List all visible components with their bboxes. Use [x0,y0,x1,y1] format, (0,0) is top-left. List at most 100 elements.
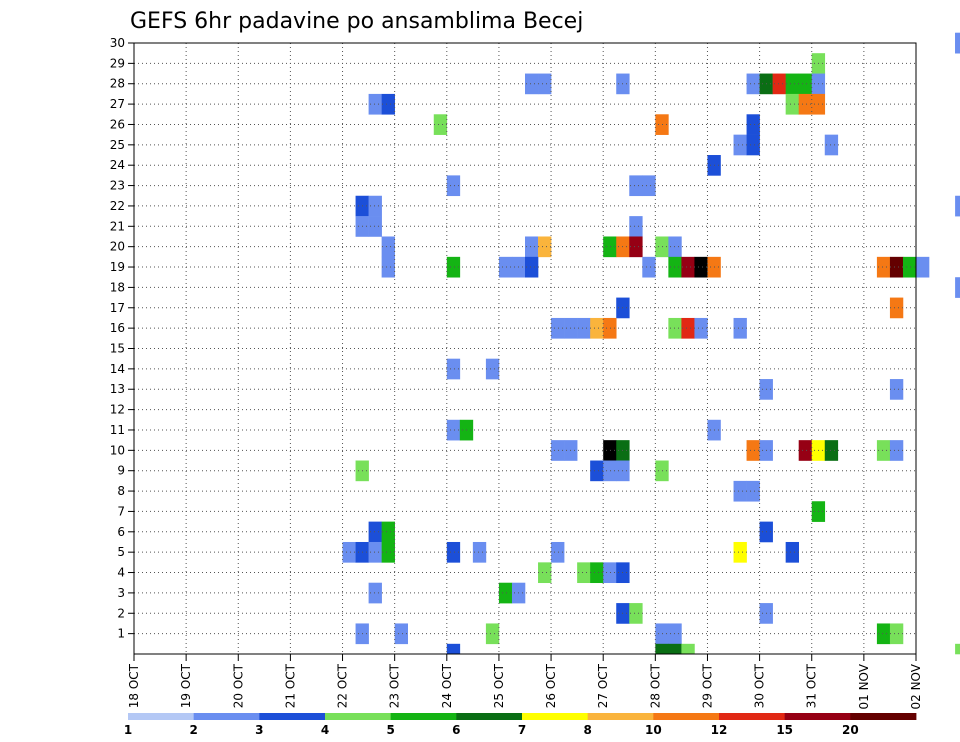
x-tick-label: 26 OCT [544,663,558,708]
colorbar-swatch [653,713,720,720]
x-tick-label: 18 OCT [127,663,141,708]
heatmap-cell [368,521,382,543]
y-tick-label: 12 [110,403,125,417]
heatmap-cells [342,32,960,655]
y-tick-label: 22 [110,199,125,213]
x-tick-label: 23 OCT [388,663,402,708]
heatmap-cell [772,73,786,95]
heatmap-cell [498,582,513,604]
colorbar-label: 5 [386,723,394,737]
colorbar-label: 6 [452,723,460,737]
heatmap-cell [629,236,643,258]
y-tick-label: 16 [110,321,125,335]
heatmap-cell [955,643,960,655]
colorbar-swatch [128,713,195,720]
heatmap-cell [889,297,904,319]
heatmap-cell [681,643,695,655]
heatmap-cell [785,541,799,563]
heatmap-cell [551,317,565,339]
colorbar-swatch [850,713,917,720]
y-tick-label: 29 [110,56,125,70]
x-tick-label: 30 OCT [753,663,767,708]
x-tick-label: 28 OCT [648,663,662,708]
heatmap-cell [876,440,891,461]
x-tick-label: 31 OCT [805,663,819,708]
x-tick-label: 01 NOV [857,663,871,709]
heatmap-cell [955,277,960,298]
heatmap-cell [694,317,708,339]
y-axis: 1234567891011121314151617181920212223242… [110,36,134,641]
heatmap-cell [381,521,395,543]
heatmap-cell [538,562,552,584]
heatmap-cell [876,256,891,278]
heatmap-cell [538,236,552,258]
heatmap-cell [368,216,382,237]
heatmap-cell [381,236,395,258]
heatmap-cell [629,603,643,624]
heatmap-cell [629,216,643,237]
heatmap-cell [472,541,487,563]
heatmap-cell [876,623,891,645]
heatmap-cell [642,175,656,197]
colorbar-label: 10 [645,723,662,737]
y-tick-label: 4 [117,566,125,580]
heatmap-cell [551,440,565,461]
colorbar-label: 4 [321,723,329,737]
heatmap-cell [668,236,682,258]
y-tick-label: 7 [117,504,125,518]
y-tick-label: 6 [117,525,125,539]
x-tick-label: 20 OCT [231,663,245,708]
heatmap-cell [798,73,813,95]
x-tick-label: 21 OCT [283,663,297,708]
colorbar-swatch [325,713,392,720]
heatmap-cell [955,32,960,54]
colorbar-swatch [259,713,326,720]
heatmap-cell [381,256,395,278]
heatmap-cell [889,440,904,461]
heatmap-cell [694,256,708,278]
y-tick-label: 11 [110,423,125,437]
heatmap-cell [629,175,643,197]
heatmap-cell [368,93,382,115]
heatmap-cell [889,623,904,645]
colorbar-swatch [719,713,786,720]
heatmap-cell [525,73,539,95]
x-tick-label: 22 OCT [336,663,350,708]
heatmap-cell [746,440,760,461]
colorbar-label: 15 [776,723,793,737]
heatmap-cell [603,236,617,258]
heatmap-cell [733,480,747,502]
y-tick-label: 10 [110,443,125,457]
heatmap-cell [916,256,930,278]
heatmap-cell [368,195,382,217]
heatmap-cell [498,256,513,278]
heatmap-cell [668,256,682,278]
x-tick-label: 27 OCT [596,663,610,708]
heatmap-cell [525,236,539,258]
colorbar-swatch [587,713,654,720]
y-tick-label: 24 [110,158,125,172]
heatmap-cell [603,562,617,584]
heatmap-cell [485,358,500,380]
y-tick-label: 21 [110,219,125,233]
heatmap-cell [681,256,695,278]
x-tick-label: 29 OCT [700,663,714,708]
colorbar-swatch [193,713,260,720]
y-tick-label: 19 [110,260,125,274]
heatmap-cell [368,582,382,604]
y-tick-label: 17 [110,301,125,315]
y-tick-label: 27 [110,97,125,111]
y-tick-label: 3 [117,586,125,600]
y-tick-label: 5 [117,545,125,559]
heatmap-cell [342,541,356,563]
x-tick-label: 24 OCT [440,663,454,708]
y-tick-label: 23 [110,179,125,193]
y-tick-label: 25 [110,138,125,152]
x-axis: 18 OCT 19 OCT 20 OCT 21 OCT 22 OCT 23 OCT 24 O… [127,654,923,710]
y-tick-label: 26 [110,117,125,131]
heatmap-cell [577,562,591,584]
y-tick-label: 18 [110,280,125,294]
heatmap-cell [590,460,604,482]
heatmap-cell [889,256,904,278]
